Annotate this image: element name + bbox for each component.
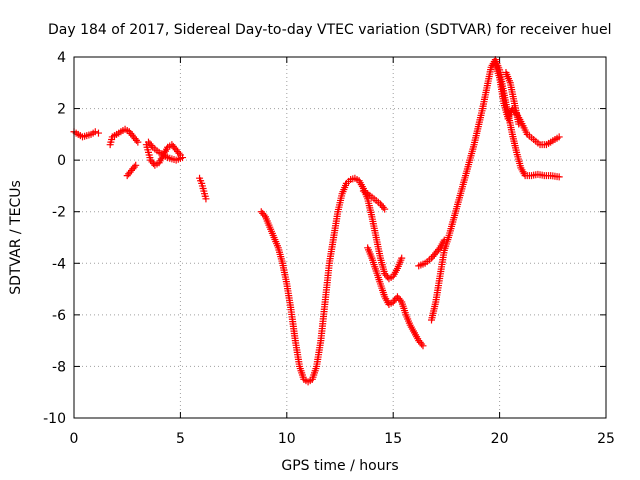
data-point — [515, 120, 523, 128]
data-point — [132, 136, 140, 144]
y-axis-label: SDTVAR / TECUs — [8, 180, 24, 295]
data-point — [435, 246, 443, 254]
data-point — [202, 195, 210, 203]
y-tick-label: 4 — [57, 50, 66, 66]
x-tick-label: 15 — [384, 431, 402, 447]
data-point — [146, 140, 154, 148]
data-point — [418, 340, 426, 348]
data-point — [555, 173, 563, 181]
chart-title: Day 184 of 2017, Sidereal Day-to-day VTE… — [48, 22, 611, 38]
data-point — [94, 129, 102, 137]
x-tick-label: 10 — [278, 431, 296, 447]
y-tick-label: -2 — [52, 205, 66, 221]
y-tick-label: 0 — [57, 153, 66, 169]
data-point — [555, 133, 563, 141]
axis-ticks: 0 5 10 15 20 25 -10 -8 -6 -4 -2 0 2 4 — [43, 50, 615, 447]
data-point — [175, 149, 183, 157]
data-point — [144, 138, 152, 146]
x-tick-label: 25 — [597, 431, 615, 447]
y-tick-label: -6 — [52, 308, 66, 324]
data-point — [91, 128, 99, 136]
y-tick-label: 2 — [57, 102, 66, 118]
y-tick-label: -10 — [43, 411, 66, 427]
y-tick-label: -8 — [52, 359, 66, 375]
data-point — [396, 296, 404, 304]
data-point — [130, 163, 138, 171]
data-point — [260, 211, 268, 219]
x-tick-label: 0 — [70, 431, 79, 447]
grid — [74, 57, 606, 418]
x-tick-label: 5 — [176, 431, 185, 447]
x-axis-label: GPS time / hours — [281, 458, 398, 474]
data-point — [381, 205, 389, 213]
data-point — [398, 254, 406, 262]
data-point — [379, 203, 387, 211]
data-point — [134, 138, 142, 146]
y-tick-label: -4 — [52, 256, 66, 272]
x-tick-label: 20 — [491, 431, 509, 447]
data-point — [419, 342, 427, 350]
data-point — [132, 161, 140, 169]
plot-frame — [73, 56, 607, 419]
data-points — [70, 56, 563, 386]
